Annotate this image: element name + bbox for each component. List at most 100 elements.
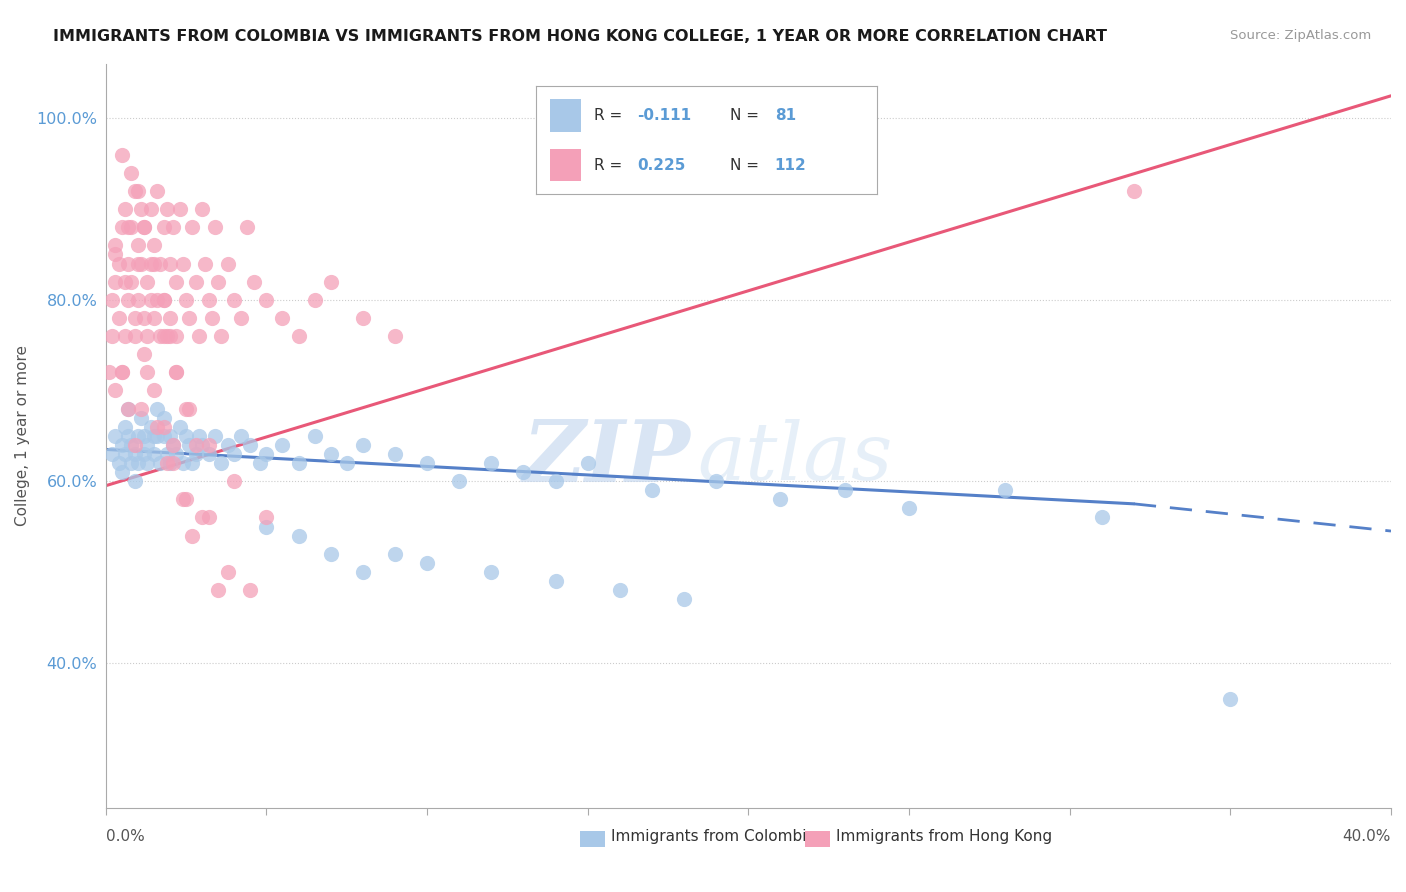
Point bbox=[224, 474, 246, 488]
Point bbox=[287, 329, 309, 343]
Point bbox=[319, 275, 342, 289]
Point bbox=[111, 438, 134, 452]
Point bbox=[229, 429, 252, 443]
Point bbox=[204, 220, 226, 235]
Point bbox=[576, 456, 599, 470]
Point bbox=[184, 275, 207, 289]
Point bbox=[101, 293, 124, 307]
Point bbox=[142, 310, 165, 325]
Point bbox=[136, 438, 159, 452]
Point bbox=[146, 293, 169, 307]
Point bbox=[107, 310, 129, 325]
Point bbox=[1219, 691, 1241, 706]
Point bbox=[142, 238, 165, 252]
Point bbox=[416, 456, 439, 470]
Point bbox=[127, 184, 149, 198]
Point bbox=[146, 429, 169, 443]
Point bbox=[194, 256, 217, 270]
Point bbox=[159, 329, 181, 343]
Point bbox=[97, 365, 120, 379]
Point bbox=[191, 438, 214, 452]
Point bbox=[201, 310, 224, 325]
Point bbox=[111, 465, 134, 479]
Point bbox=[384, 547, 406, 561]
Point bbox=[184, 438, 207, 452]
Point bbox=[120, 220, 142, 235]
Point bbox=[184, 447, 207, 461]
Point bbox=[104, 247, 127, 261]
Point bbox=[187, 429, 209, 443]
Text: Immigrants from Hong Kong: Immigrants from Hong Kong bbox=[835, 829, 1052, 844]
Point bbox=[117, 401, 139, 416]
Y-axis label: College, 1 year or more: College, 1 year or more bbox=[15, 345, 30, 526]
Point bbox=[146, 401, 169, 416]
Point bbox=[319, 447, 342, 461]
Point bbox=[174, 429, 197, 443]
Point bbox=[191, 202, 214, 216]
Point bbox=[114, 447, 136, 461]
Point bbox=[236, 220, 259, 235]
Point bbox=[159, 429, 181, 443]
Point bbox=[101, 447, 124, 461]
Point bbox=[136, 365, 159, 379]
Point bbox=[271, 310, 294, 325]
Text: ZIP: ZIP bbox=[523, 417, 690, 500]
Point bbox=[172, 456, 194, 470]
Point bbox=[169, 419, 191, 434]
Point bbox=[242, 275, 264, 289]
Point bbox=[479, 456, 502, 470]
Point bbox=[127, 256, 149, 270]
Point bbox=[172, 256, 194, 270]
Point bbox=[197, 447, 219, 461]
Point bbox=[152, 329, 174, 343]
Point bbox=[204, 429, 226, 443]
Point bbox=[114, 202, 136, 216]
Point bbox=[117, 220, 139, 235]
Point bbox=[209, 456, 232, 470]
Point bbox=[174, 492, 197, 507]
Text: Immigrants from Colombia: Immigrants from Colombia bbox=[610, 829, 815, 844]
Point bbox=[124, 184, 146, 198]
Point bbox=[134, 220, 156, 235]
Text: atlas: atlas bbox=[697, 419, 893, 497]
Point bbox=[139, 419, 162, 434]
Point bbox=[224, 447, 246, 461]
Point bbox=[254, 510, 277, 524]
Point bbox=[111, 365, 134, 379]
Point bbox=[127, 456, 149, 470]
Point bbox=[156, 202, 179, 216]
Point bbox=[136, 275, 159, 289]
Point bbox=[117, 401, 139, 416]
Point bbox=[146, 184, 169, 198]
Point bbox=[352, 438, 374, 452]
Point bbox=[609, 582, 631, 597]
Point bbox=[287, 528, 309, 542]
Point bbox=[239, 438, 262, 452]
Point bbox=[134, 429, 156, 443]
Point bbox=[127, 429, 149, 443]
Point bbox=[152, 220, 174, 235]
Point bbox=[139, 256, 162, 270]
Point bbox=[254, 447, 277, 461]
Point bbox=[544, 574, 567, 588]
Point bbox=[416, 556, 439, 570]
Point bbox=[384, 447, 406, 461]
Point bbox=[162, 438, 184, 452]
Point bbox=[127, 238, 149, 252]
Point bbox=[149, 256, 172, 270]
Point bbox=[271, 438, 294, 452]
Point bbox=[187, 329, 209, 343]
Point bbox=[217, 438, 239, 452]
Point bbox=[209, 329, 232, 343]
Point bbox=[142, 256, 165, 270]
Point bbox=[146, 419, 169, 434]
Point bbox=[114, 275, 136, 289]
Point bbox=[287, 456, 309, 470]
Point bbox=[124, 474, 146, 488]
Point bbox=[254, 293, 277, 307]
Point bbox=[134, 447, 156, 461]
Point bbox=[249, 456, 271, 470]
Point bbox=[544, 474, 567, 488]
Point bbox=[134, 347, 156, 361]
Point bbox=[117, 256, 139, 270]
